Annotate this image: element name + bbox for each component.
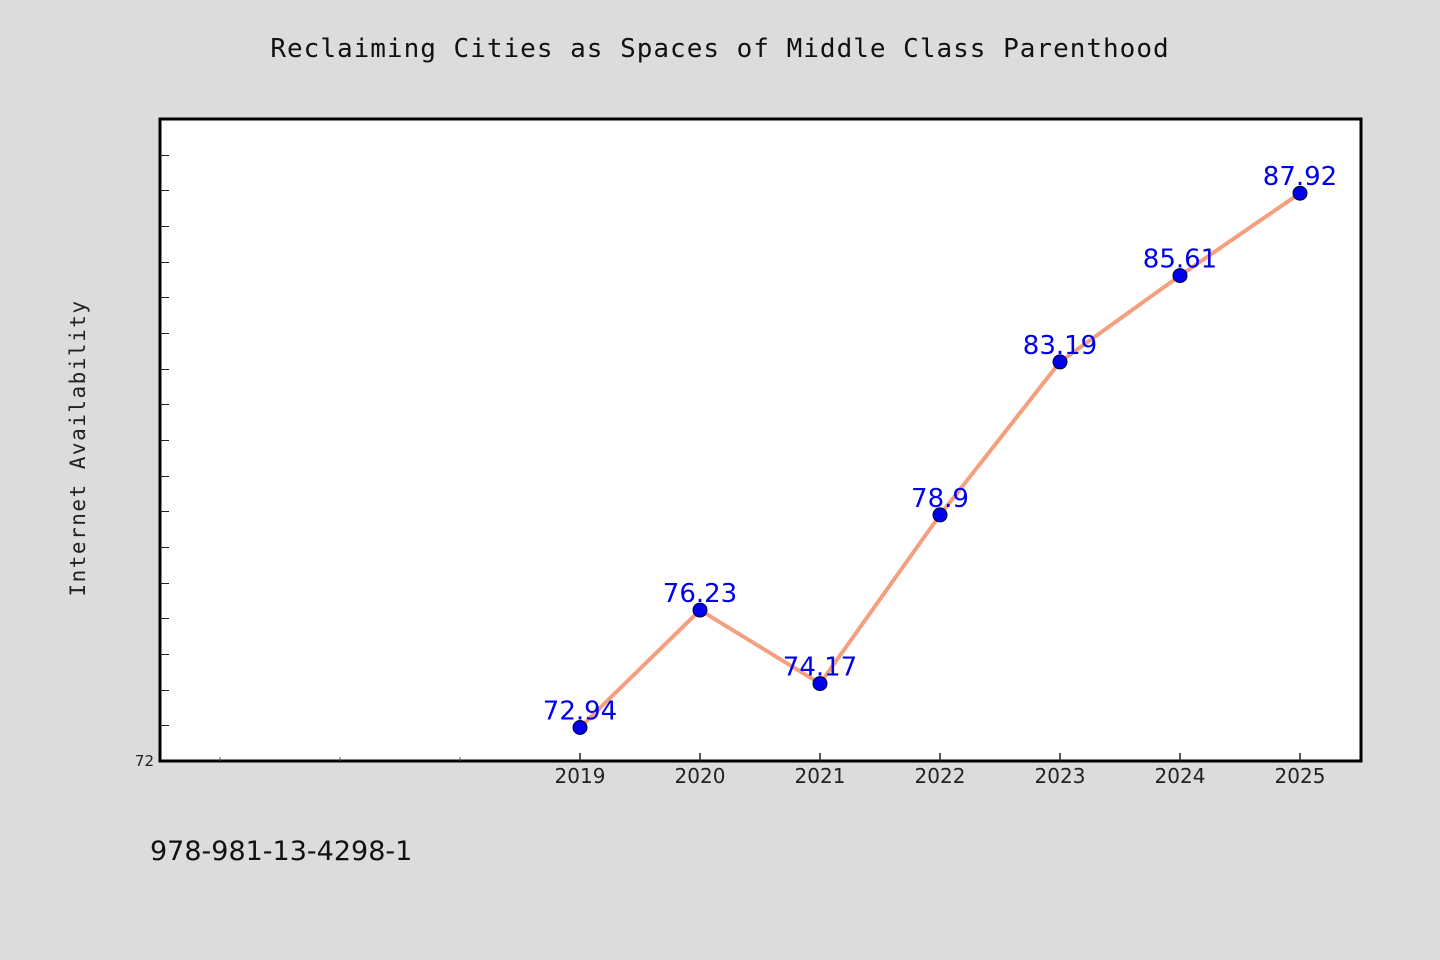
data-labels: 72.94 76.23 74.17 78.9 83.19 85.61 87.92 — [543, 162, 1337, 726]
data-label: 72.94 — [543, 697, 617, 727]
series-markers — [572, 185, 1308, 735]
y-tick-label: 72 — [135, 752, 154, 770]
x-tick-label: 2020 — [675, 764, 726, 788]
data-label: 87.92 — [1263, 162, 1337, 192]
data-label: 83.19 — [1023, 331, 1097, 361]
data-label: 74.17 — [783, 653, 857, 683]
data-point — [692, 602, 708, 618]
x-tick-labels: 2019 2020 2021 2022 2023 2024 2025 — [555, 764, 1326, 788]
data-point — [1052, 354, 1068, 370]
plot-area — [158, 117, 1363, 763]
data-point — [1172, 268, 1188, 284]
data-point — [1292, 185, 1308, 201]
x-tick-label: 2022 — [915, 764, 966, 788]
x-tick-label: 2024 — [1155, 764, 1206, 788]
footer-identifier: 978-981-13-4298-1 — [150, 836, 413, 867]
data-point — [932, 507, 948, 523]
x-tick-label: 2023 — [1035, 764, 1086, 788]
data-label: 76.23 — [663, 579, 737, 609]
data-label: 85.61 — [1143, 245, 1217, 275]
data-point — [812, 676, 828, 692]
x-tick-label: 2019 — [555, 764, 606, 788]
x-tick-label: 2021 — [795, 764, 846, 788]
x-tick-label: 2025 — [1275, 764, 1326, 788]
data-label: 78.9 — [911, 484, 969, 514]
y-axis-ticks — [160, 155, 169, 726]
x-axis-major-ticks — [579, 753, 1301, 761]
chart-title: Reclaiming Cities as Spaces of Middle Cl… — [270, 34, 1170, 64]
data-point — [572, 720, 588, 735]
